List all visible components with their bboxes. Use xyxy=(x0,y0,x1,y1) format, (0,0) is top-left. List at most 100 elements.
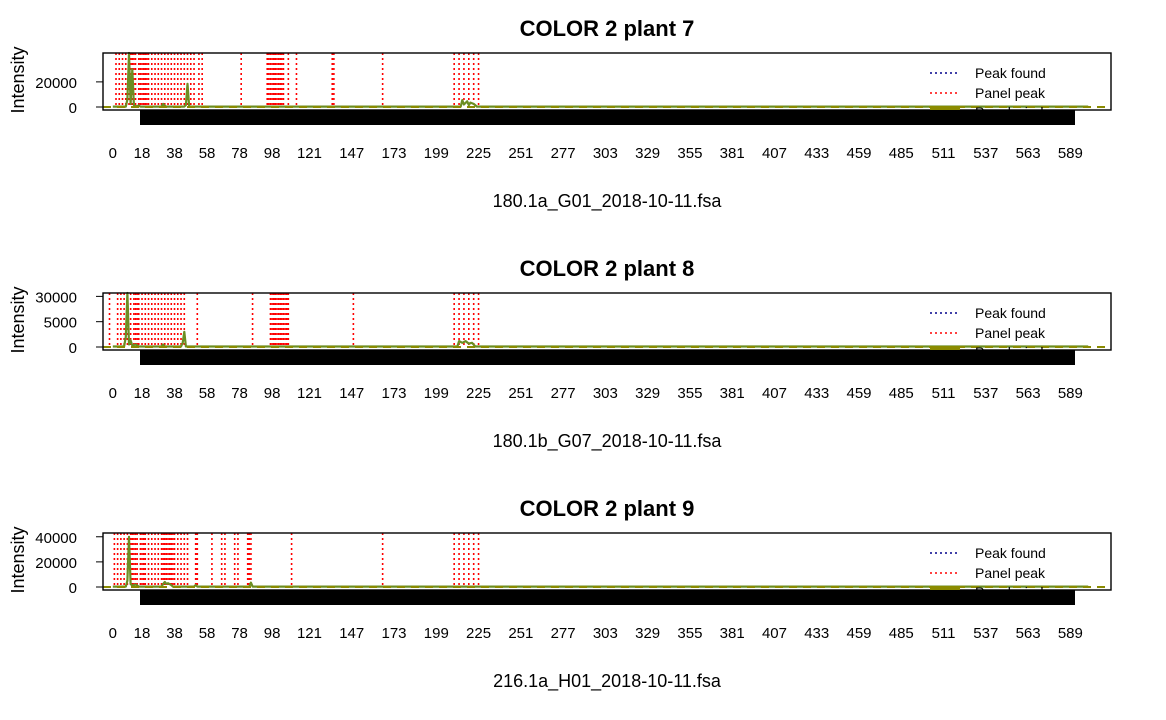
y-tick-label: 5000 xyxy=(44,315,77,332)
legend-label: Panel peak xyxy=(975,325,1046,341)
x-tick-label: 303 xyxy=(593,145,618,162)
x-tick-label: 199 xyxy=(424,625,449,642)
legend-label: Peak found xyxy=(975,305,1046,321)
x-tick-label: 407 xyxy=(762,625,787,642)
chart-panel-2: COLOR 2 plant 8 Intensity 0 5000 30000 0 18 38 5… xyxy=(8,256,1112,452)
chart-title: COLOR 2 plant 7 xyxy=(520,16,695,41)
x-tick-label: 199 xyxy=(424,145,449,162)
x-axis-label: 216.1a_H01_2018-10-11.fsa xyxy=(493,671,722,692)
x-tick-label: 98 xyxy=(264,625,281,642)
x-axis-band xyxy=(140,110,1075,125)
x-tick-label: 407 xyxy=(762,145,787,162)
x-tick-label: 38 xyxy=(166,145,183,162)
x-tick-label: 511 xyxy=(932,145,956,162)
x-tick-label: 18 xyxy=(134,385,151,402)
y-axis-label: Intensity xyxy=(8,526,28,593)
chart-title: COLOR 2 plant 8 xyxy=(520,256,695,281)
y-tick-label: 20000 xyxy=(35,75,77,92)
chart-panel-3: COLOR 2 plant 9 Intensity 0 20000 40000 0 18 38… xyxy=(8,496,1112,692)
x-tick-label: 277 xyxy=(551,385,576,402)
x-tick-label: 199 xyxy=(424,385,449,402)
x-tick-label: 355 xyxy=(677,385,702,402)
x-tick-label: 537 xyxy=(973,625,998,642)
x-tick-label: 303 xyxy=(593,385,618,402)
x-tick-label: 173 xyxy=(382,145,407,162)
x-tick-label: 173 xyxy=(382,385,407,402)
x-axis-band xyxy=(140,590,1075,605)
chart-title: COLOR 2 plant 9 xyxy=(520,496,695,521)
x-tick-label: 563 xyxy=(1016,625,1041,642)
legend: Peak found Panel peak Panel window xyxy=(930,545,1062,600)
x-tick-label: 459 xyxy=(846,385,871,402)
x-tick-label: 251 xyxy=(508,385,533,402)
x-tick-label: 98 xyxy=(264,385,281,402)
y-tick-label: 20000 xyxy=(35,555,77,572)
x-tick-label: 98 xyxy=(264,145,281,162)
legend: Peak found Panel peak Panel window xyxy=(930,65,1062,120)
x-tick-label: 537 xyxy=(973,145,998,162)
x-tick-label: 251 xyxy=(508,625,533,642)
chart-panel-1: COLOR 2 plant 7 Intensity 0 20000 0 18 38 58 78 9… xyxy=(8,16,1112,212)
x-tick-label: 433 xyxy=(804,625,829,642)
x-tick-label: 355 xyxy=(677,625,702,642)
y-tick-label: 0 xyxy=(69,100,77,117)
legend-label: Panel window xyxy=(975,104,1062,120)
y-axis-label: Intensity xyxy=(8,286,28,353)
x-tick-label: 38 xyxy=(166,625,183,642)
x-tick-label: 589 xyxy=(1058,385,1083,402)
x-tick-label: 225 xyxy=(466,385,491,402)
signal-series-line xyxy=(112,51,1089,108)
x-tick-label: 589 xyxy=(1058,625,1083,642)
legend-label: Panel peak xyxy=(975,85,1046,101)
x-tick-label: 381 xyxy=(720,145,745,162)
x-tick-label: 121 xyxy=(297,385,322,402)
x-tick-label: 58 xyxy=(199,145,216,162)
x-tick-label: 0 xyxy=(109,145,117,162)
legend-label: Peak found xyxy=(975,65,1046,81)
x-axis-label: 180.1a_G01_2018-10-11.fsa xyxy=(493,191,723,212)
y-tick-label: 30000 xyxy=(35,289,77,306)
legend-label: Panel peak xyxy=(975,565,1046,581)
x-tick-label: 173 xyxy=(382,625,407,642)
plot-frame xyxy=(102,532,1112,591)
legend-label: Peak found xyxy=(975,545,1046,561)
x-tick-label: 485 xyxy=(889,625,914,642)
x-tick-label: 329 xyxy=(635,625,660,642)
x-tick-label: 537 xyxy=(973,385,998,402)
signal-series-line xyxy=(112,535,1089,588)
x-tick-label: 303 xyxy=(593,625,618,642)
x-tick-label: 121 xyxy=(297,625,322,642)
legend-label: Panel window xyxy=(975,584,1062,600)
y-tick-label: 0 xyxy=(69,580,77,597)
x-tick-label: 78 xyxy=(231,385,248,402)
x-tick-label: 38 xyxy=(166,385,183,402)
x-tick-label: 485 xyxy=(889,145,914,162)
signal-series-line xyxy=(112,291,1089,348)
x-tick-label: 511 xyxy=(932,385,956,402)
x-tick-label: 147 xyxy=(339,625,364,642)
x-tick-label: 433 xyxy=(804,385,829,402)
x-tick-label: 407 xyxy=(762,385,787,402)
x-tick-label: 18 xyxy=(134,625,151,642)
x-tick-label: 0 xyxy=(109,385,117,402)
x-tick-label: 563 xyxy=(1016,145,1041,162)
x-tick-label: 459 xyxy=(846,625,871,642)
x-tick-label: 78 xyxy=(231,625,248,642)
x-tick-label: 0 xyxy=(109,625,117,642)
x-tick-label: 58 xyxy=(199,625,216,642)
x-tick-label: 251 xyxy=(508,145,533,162)
x-axis-label: 180.1b_G07_2018-10-11.fsa xyxy=(493,431,723,452)
x-axis-band xyxy=(140,350,1075,365)
x-tick-label: 563 xyxy=(1016,385,1041,402)
legend-label: Panel window xyxy=(975,344,1062,360)
x-tick-label: 78 xyxy=(231,145,248,162)
x-tick-label: 225 xyxy=(466,625,491,642)
x-tick-label: 329 xyxy=(635,145,660,162)
x-tick-label: 225 xyxy=(466,145,491,162)
x-tick-label: 329 xyxy=(635,385,660,402)
x-tick-label: 147 xyxy=(339,145,364,162)
x-tick-label: 381 xyxy=(720,625,745,642)
legend: Peak found Panel peak Panel window xyxy=(930,305,1062,360)
x-tick-label: 18 xyxy=(134,145,151,162)
